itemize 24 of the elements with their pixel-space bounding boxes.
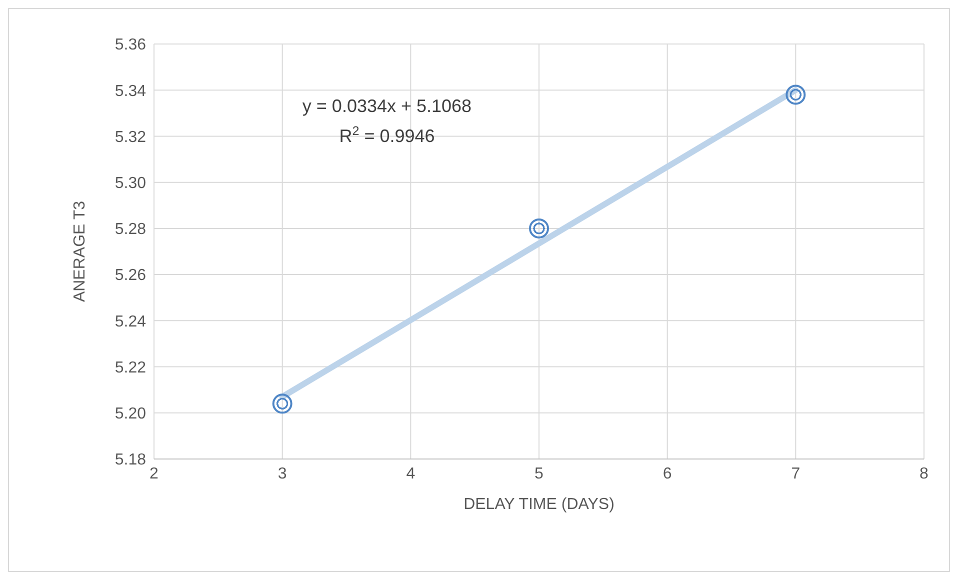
- y-tick-label: 5.30: [114, 175, 146, 192]
- point: [786, 84, 806, 105]
- x-axis-title: DELAY TIME (DAYS): [464, 496, 614, 513]
- annotation: y = 0.0334x + 5.1068: [302, 96, 472, 116]
- y-tick-label: 5.34: [114, 82, 146, 100]
- x-tick-label: 7: [791, 465, 800, 482]
- point: [272, 394, 292, 414]
- x-tick-label: 2: [150, 465, 159, 482]
- y-tick-label: 5.32: [114, 128, 146, 146]
- y-tick-label: 5.20: [114, 406, 146, 423]
- y-axis-title: ANERAGE T3: [72, 200, 89, 302]
- y-tick-label: 5.28: [114, 221, 146, 238]
- annotation: R$^{2}$ = 0.9946: [339, 124, 435, 146]
- x-tick-label: 5: [534, 465, 544, 482]
- y-tick-label: 5.18: [114, 452, 146, 469]
- y-tick-label: 5.24: [114, 313, 146, 330]
- x-tick-label: 3: [278, 465, 287, 482]
- y-tick-label: 5.22: [114, 359, 146, 376]
- x-tick-label: 4: [406, 465, 416, 482]
- point: [529, 218, 549, 238]
- x-tick-label: 8: [920, 465, 929, 482]
- y-tick-label: 5.26: [114, 267, 146, 284]
- x-tick-label: 6: [662, 465, 672, 482]
- y-tick-label: 5.36: [114, 36, 146, 54]
